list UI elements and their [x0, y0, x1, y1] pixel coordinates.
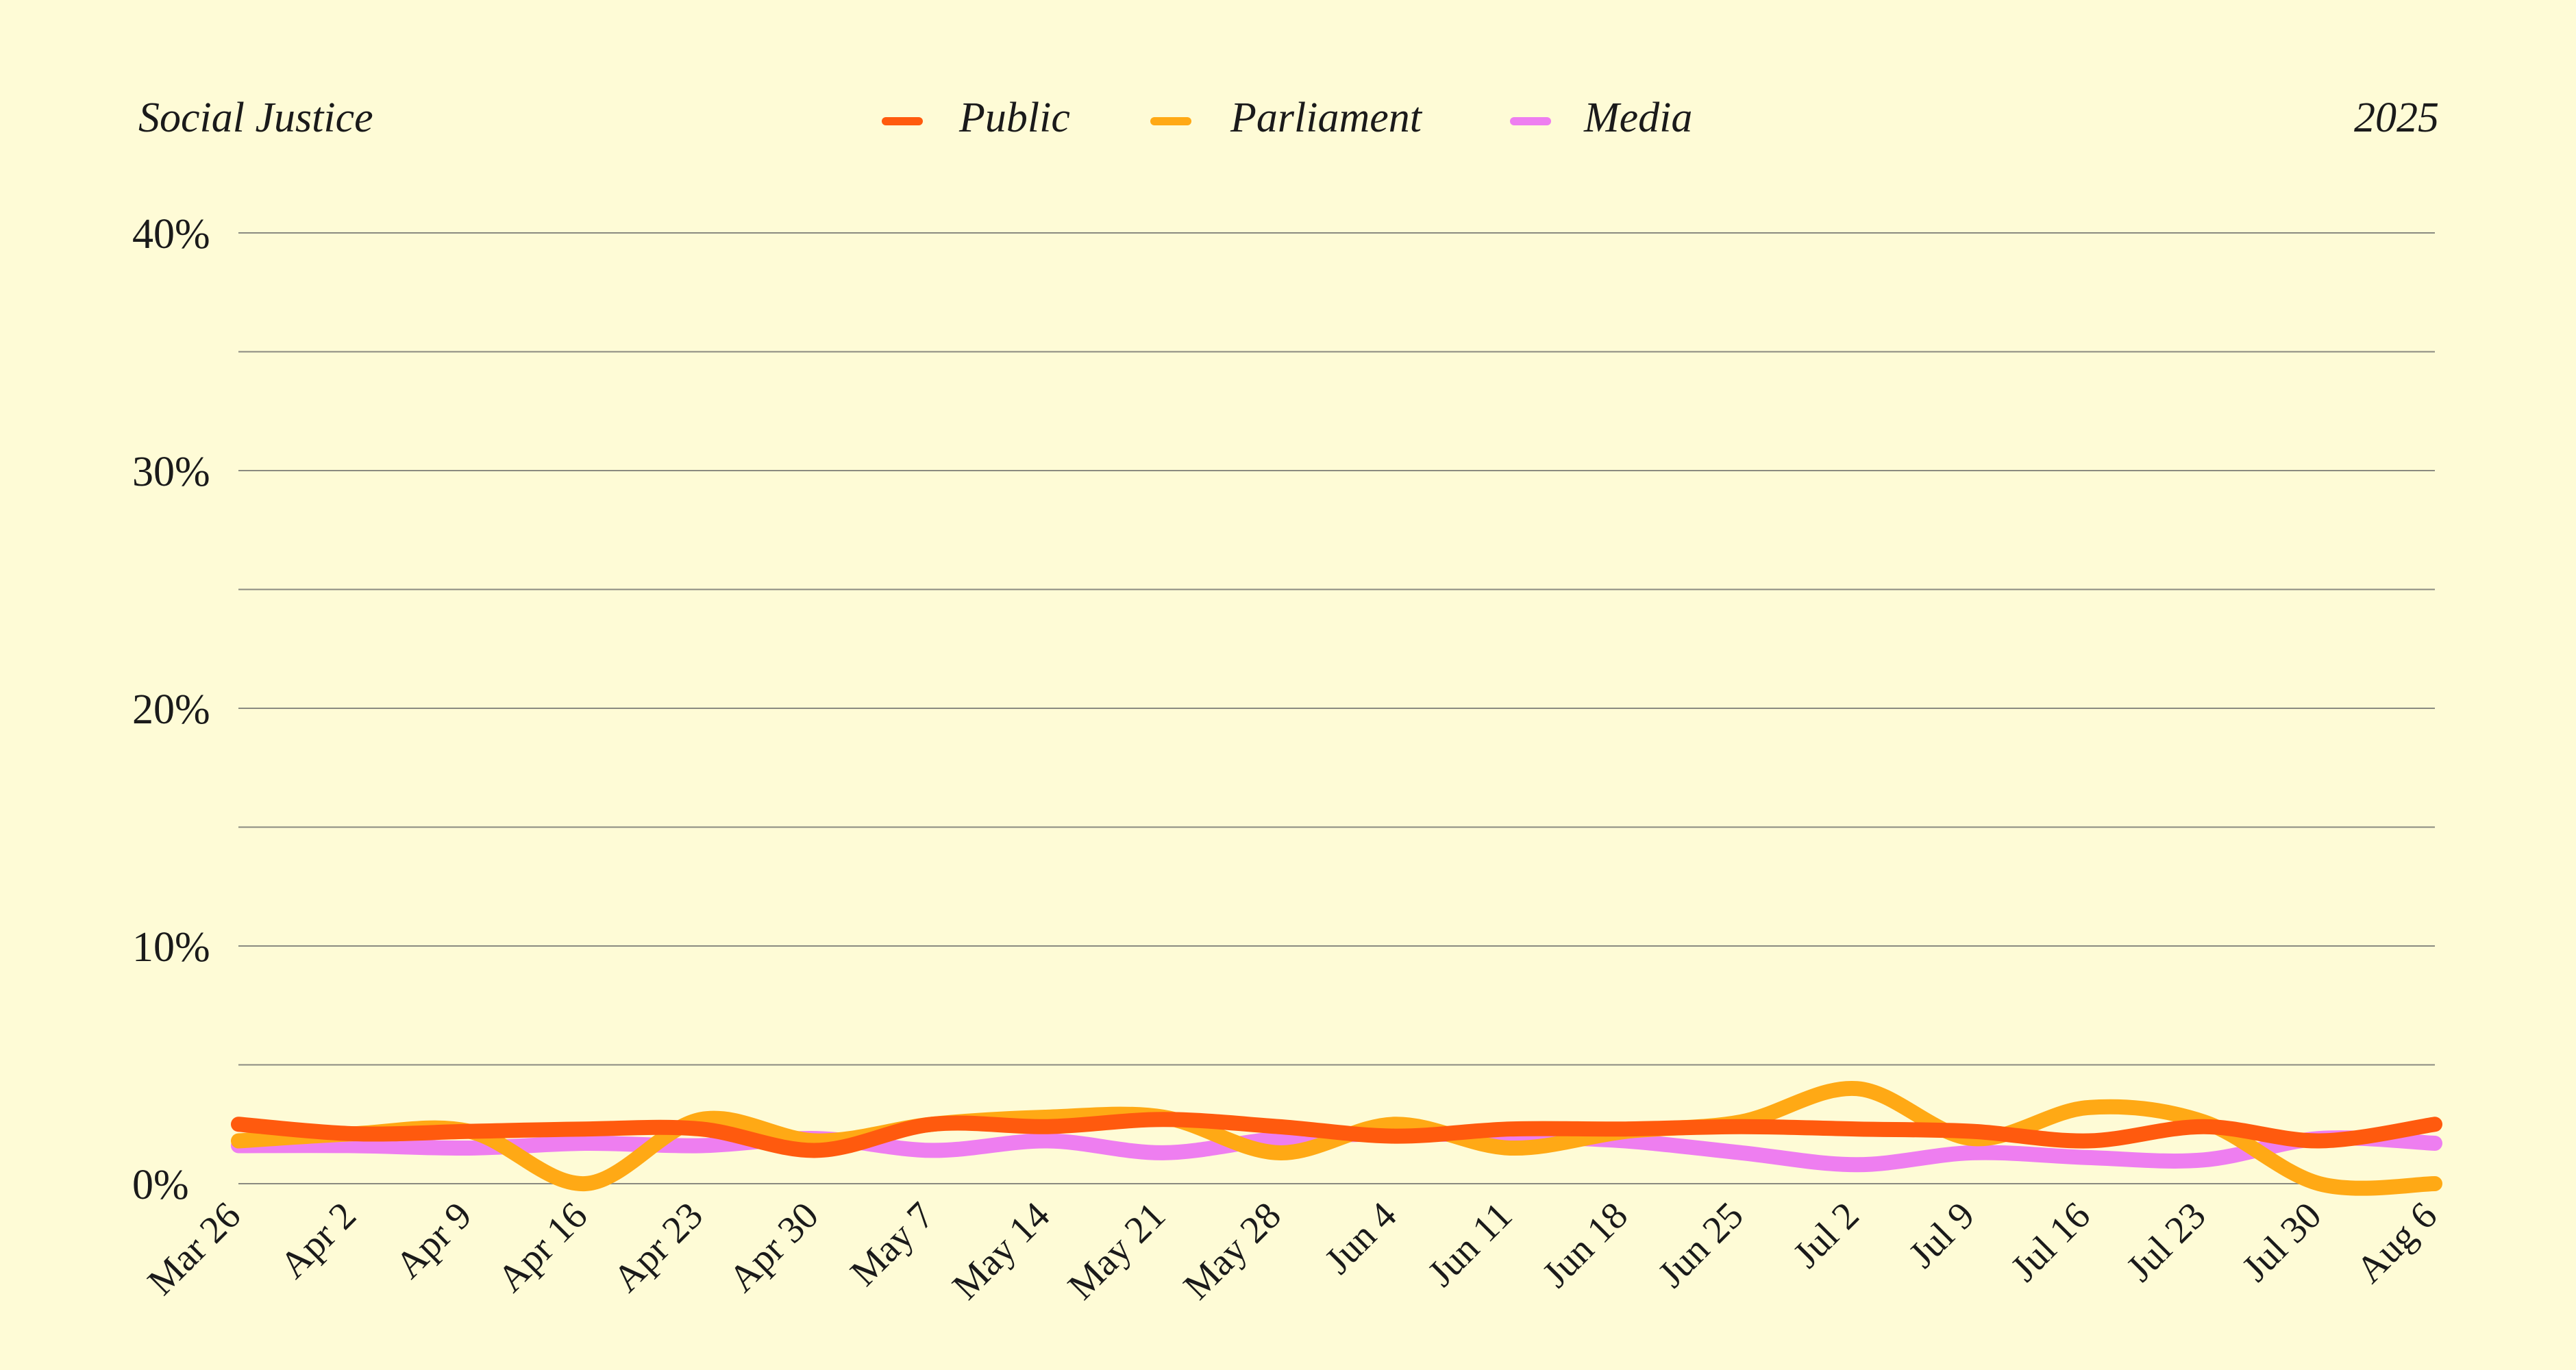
y-tick-label: 30% — [132, 449, 210, 495]
x-tick-label: Apr 30 — [721, 1194, 827, 1300]
y-tick-label: 0% — [132, 1162, 189, 1208]
legend-item-parliament[interactable]: Parliament — [1150, 95, 1423, 141]
y-axis: 0% 10% 20% 30% 40% — [132, 211, 210, 1208]
series-line-public — [231, 1112, 2442, 1158]
x-tick-label: Jul 30 — [2234, 1194, 2330, 1290]
x-tick-label: Mar 26 — [140, 1194, 249, 1303]
legend-item-public[interactable]: Public — [882, 95, 1070, 141]
x-tick-label: May 21 — [1060, 1194, 1174, 1308]
chart-topic: Social Justice — [138, 95, 373, 141]
x-tick-label: Apr 9 — [388, 1194, 480, 1286]
y-tick-label: 20% — [132, 686, 210, 733]
legend-label-parliament: Parliament — [1230, 95, 1423, 141]
legend-label-public: Public — [958, 95, 1070, 141]
x-tick-label: Jun 11 — [1420, 1194, 1520, 1295]
x-tick-label: May 14 — [944, 1194, 1058, 1308]
grid-layer — [238, 232, 2435, 1184]
x-tick-label: Jul 9 — [1900, 1194, 1983, 1276]
x-tick-label: Jun 4 — [1317, 1194, 1405, 1282]
x-tick-label: May 7 — [842, 1194, 942, 1294]
x-tick-label: Apr 23 — [605, 1194, 711, 1300]
x-tick-label: Jul 2 — [1785, 1194, 1868, 1276]
series-layer — [231, 1081, 2442, 1196]
legend: Public Parliament Media — [882, 95, 1692, 141]
chart-year: 2025 — [2354, 95, 2439, 141]
y-tick-label: 10% — [132, 924, 210, 971]
x-tick-label: Jul 23 — [2118, 1194, 2214, 1290]
legend-item-media[interactable]: Media — [1510, 95, 1692, 141]
x-tick-label: Aug 6 — [2348, 1194, 2445, 1291]
x-tick-label: Jun 25 — [1650, 1194, 1751, 1295]
legend-label-media: Media — [1583, 95, 1692, 141]
x-tick-label: Jun 18 — [1535, 1194, 1636, 1295]
x-tick-label: May 28 — [1176, 1194, 1289, 1308]
y-tick-label: 40% — [132, 211, 210, 258]
x-tick-label: Jul 16 — [2003, 1194, 2098, 1290]
x-tick-label: Apr 16 — [489, 1194, 595, 1300]
x-tick-label: Apr 2 — [272, 1194, 364, 1286]
